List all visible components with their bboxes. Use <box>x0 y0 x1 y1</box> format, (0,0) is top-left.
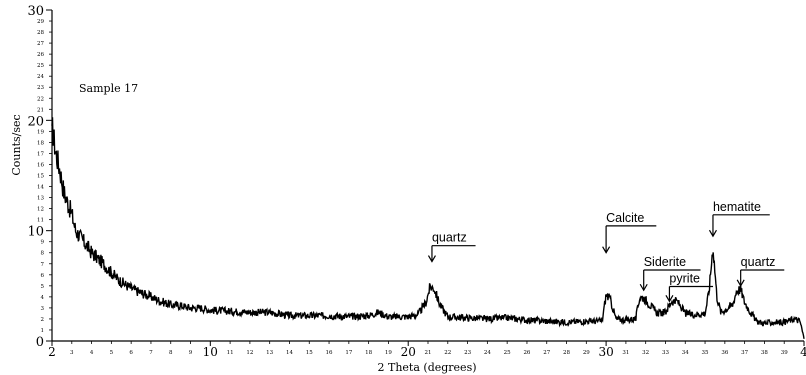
x-tick-label: 16 <box>326 350 333 356</box>
x-tick-label: 12 <box>246 350 253 356</box>
y-tick-label: 18 <box>37 140 44 146</box>
y-tick-label: 8 <box>41 251 45 257</box>
y-tick-label: 19 <box>37 129 44 135</box>
x-tick-label: 34 <box>682 350 689 356</box>
x-tick-label: 3 <box>70 350 74 356</box>
y-tick-label: 17 <box>37 151 44 157</box>
y-tick-label: 25 <box>37 63 44 69</box>
y-tick-label: 6 <box>41 273 45 279</box>
y-tick-label: 7 <box>41 262 45 268</box>
y-tick-label: 28 <box>37 30 44 36</box>
x-tick-label: 24 <box>484 350 491 356</box>
y-tick-label: 29 <box>37 19 44 25</box>
peak-label: pyrite <box>669 272 700 286</box>
x-tick-label: 4 <box>90 350 94 356</box>
y-tick-label: 3 <box>41 306 45 312</box>
y-tick-label: 16 <box>37 162 44 168</box>
peak-annotations: quartz Calcite Siderite pyrite hematite quart… <box>427 200 785 303</box>
peak-annotation: quartz <box>736 255 785 288</box>
y-tick-label: 11 <box>37 218 44 224</box>
peak-annotation: hematite <box>708 200 770 238</box>
y-tick-label: 30 <box>27 4 44 19</box>
x-tick-label: 8 <box>169 350 173 356</box>
peak-annotation: Siderite <box>639 255 701 292</box>
x-tick-label: 36 <box>721 350 728 356</box>
x-tick-label: 25 <box>504 350 511 356</box>
x-tick-label: 38 <box>761 350 768 356</box>
x-tick-label: 13 <box>266 350 273 356</box>
peak-label: Siderite <box>644 255 686 269</box>
x-tick-label: 15 <box>306 350 313 356</box>
x-tick-label: 21 <box>425 350 432 356</box>
y-tick-label: 20 <box>27 114 44 129</box>
peak-arrow-head <box>708 229 717 238</box>
x-tick-label: 22 <box>444 350 451 356</box>
peak-arrow-head <box>639 283 648 292</box>
y-tick-label: 23 <box>37 85 44 91</box>
y-tick-label: 4 <box>41 295 45 301</box>
y-tick-label: 10 <box>27 225 44 240</box>
y-tick-label: 21 <box>37 107 44 113</box>
x-tick-label: 27 <box>543 350 550 356</box>
y-tick-label: 12 <box>37 207 44 213</box>
x-tick-label: 37 <box>741 350 748 356</box>
y-tick-label: 22 <box>37 96 44 102</box>
peak-arrow-head <box>427 255 436 263</box>
tick-marks <box>46 9 805 346</box>
peak-arrow-head <box>602 246 611 254</box>
y-tick-label: 26 <box>37 52 44 58</box>
peak-label: quartz <box>432 231 467 245</box>
y-tick-label: 2 <box>41 317 45 323</box>
x-axis-label: 2 Theta (degrees) <box>378 361 477 374</box>
axes <box>51 10 804 342</box>
y-axis-label: Counts/sec <box>10 114 23 175</box>
tick-labels: 0102030123456789111213141516171819212223… <box>27 4 806 359</box>
sample-annotation: Sample 17 <box>79 82 138 95</box>
x-tick-label: 39 <box>781 350 788 356</box>
x-tick-label: 20 <box>401 345 416 359</box>
x-tick-label: 2 <box>48 345 56 359</box>
x-tick-label: 35 <box>702 350 709 356</box>
x-tick-label: 19 <box>385 350 392 356</box>
peak-arrow-head <box>736 279 745 288</box>
peak-annotation: pyrite <box>665 272 714 303</box>
x-tick-label: 18 <box>365 350 372 356</box>
y-tick-label: 5 <box>41 284 45 290</box>
x-tick-label: 32 <box>642 350 649 356</box>
peak-label: hematite <box>713 200 761 214</box>
peak-arrow-head <box>665 294 674 303</box>
peak-annotation: quartz <box>427 231 476 263</box>
x-tick-label: 33 <box>662 350 669 356</box>
y-tick-label: 15 <box>37 174 44 180</box>
diffraction-series-line <box>51 117 805 339</box>
peak-label: Calcite <box>606 211 644 225</box>
x-tick-label: 29 <box>583 350 590 356</box>
x-tick-label: 23 <box>464 350 471 356</box>
x-tick-label: 11 <box>227 350 234 356</box>
x-tick-label: 26 <box>523 350 530 356</box>
y-tick-label: 0 <box>36 335 44 350</box>
x-tick-label: 30 <box>598 345 613 359</box>
x-tick-label: 4 <box>800 345 806 359</box>
y-tick-label: 9 <box>41 240 45 246</box>
x-tick-label: 28 <box>563 350 570 356</box>
x-tick-label: 17 <box>345 350 352 356</box>
x-tick-label: 14 <box>286 350 293 356</box>
x-tick-label: 7 <box>149 350 153 356</box>
x-tick-label: 5 <box>110 350 114 356</box>
y-tick-label: 24 <box>37 74 44 80</box>
y-tick-label: 27 <box>37 41 44 47</box>
peak-annotation: Calcite <box>602 211 657 254</box>
y-tick-label: 1 <box>41 328 45 334</box>
x-tick-label: 31 <box>622 350 629 356</box>
y-tick-label: 13 <box>37 196 44 202</box>
y-tick-label: 14 <box>37 185 44 191</box>
x-tick-label: 9 <box>189 350 193 356</box>
x-tick-label: 6 <box>129 350 133 356</box>
peak-label: quartz <box>741 255 776 269</box>
x-tick-label: 10 <box>203 345 218 359</box>
